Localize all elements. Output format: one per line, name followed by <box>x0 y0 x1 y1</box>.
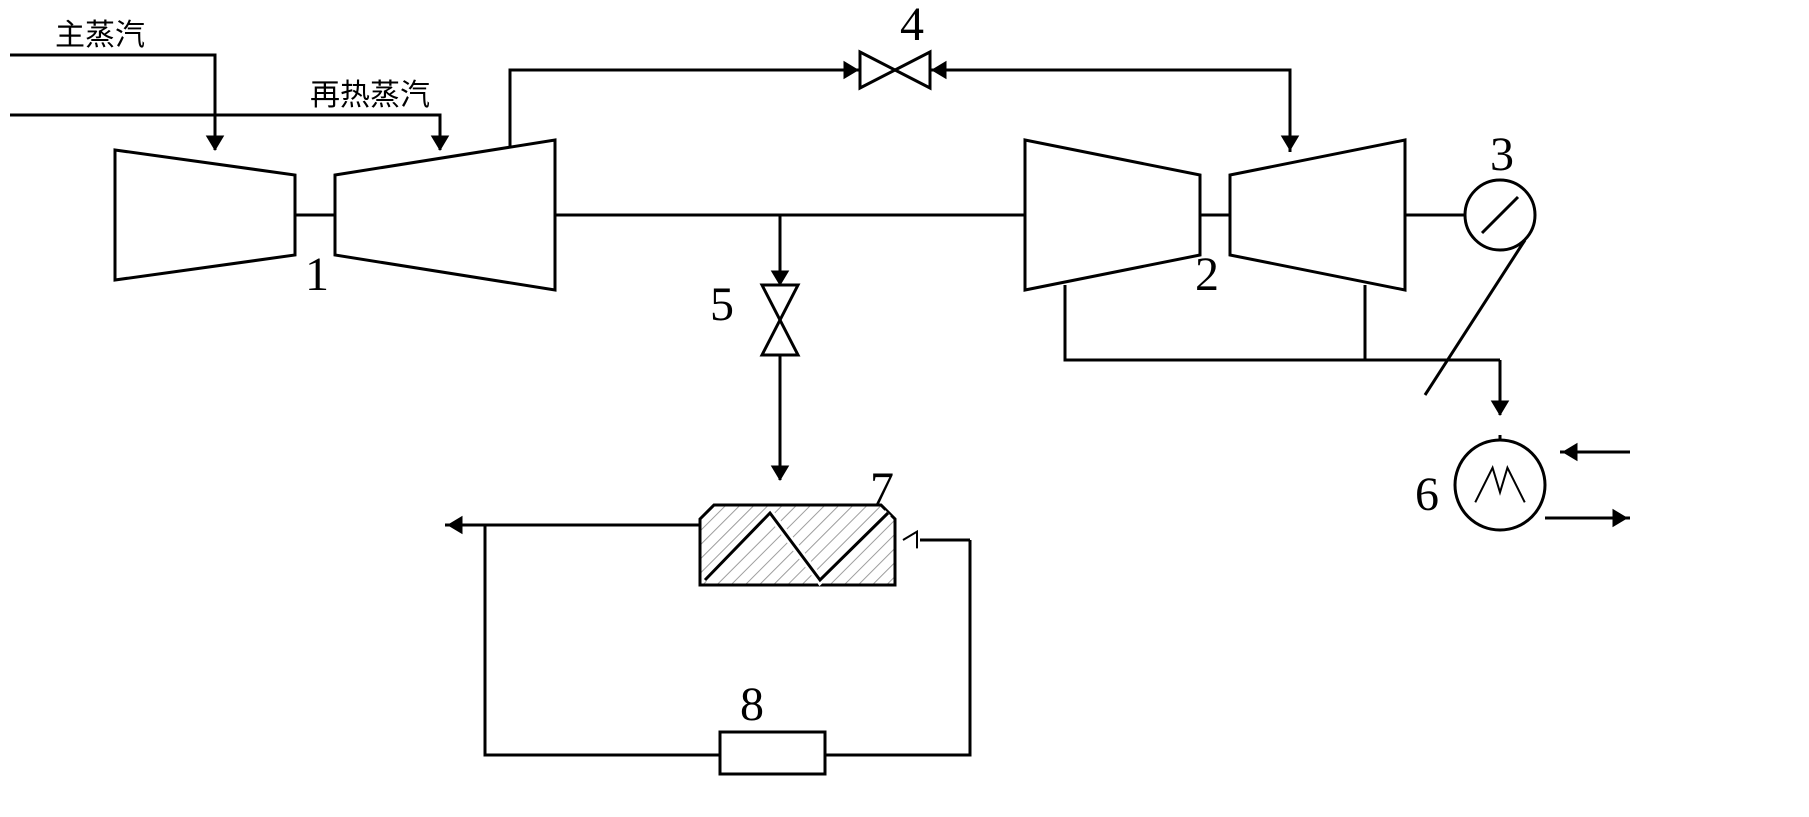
label-main-steam: 主蒸汽 <box>55 19 145 52</box>
lp-turbine-right <box>1230 140 1405 290</box>
lp-turbine-left <box>1025 140 1200 290</box>
diagram-canvas: 主蒸汽再热蒸汽 1 2 3 4 5 6 7 8 <box>0 0 1809 817</box>
condenser-icon <box>1455 440 1545 530</box>
valve-5-icon <box>762 285 798 320</box>
label-3: 3 <box>1490 128 1514 181</box>
label-6: 6 <box>1415 468 1439 521</box>
label-2: 2 <box>1195 248 1219 301</box>
label-1: 1 <box>305 248 329 301</box>
ip-turbine <box>335 140 555 290</box>
label-8: 8 <box>740 678 764 731</box>
label-7: 7 <box>870 463 894 516</box>
valve-4-icon <box>860 52 895 88</box>
block-8-icon <box>720 732 825 774</box>
label-reheat-steam: 再热蒸汽 <box>310 79 430 112</box>
label-5: 5 <box>710 278 734 331</box>
hp-turbine <box>115 150 295 280</box>
label-4: 4 <box>900 0 924 51</box>
